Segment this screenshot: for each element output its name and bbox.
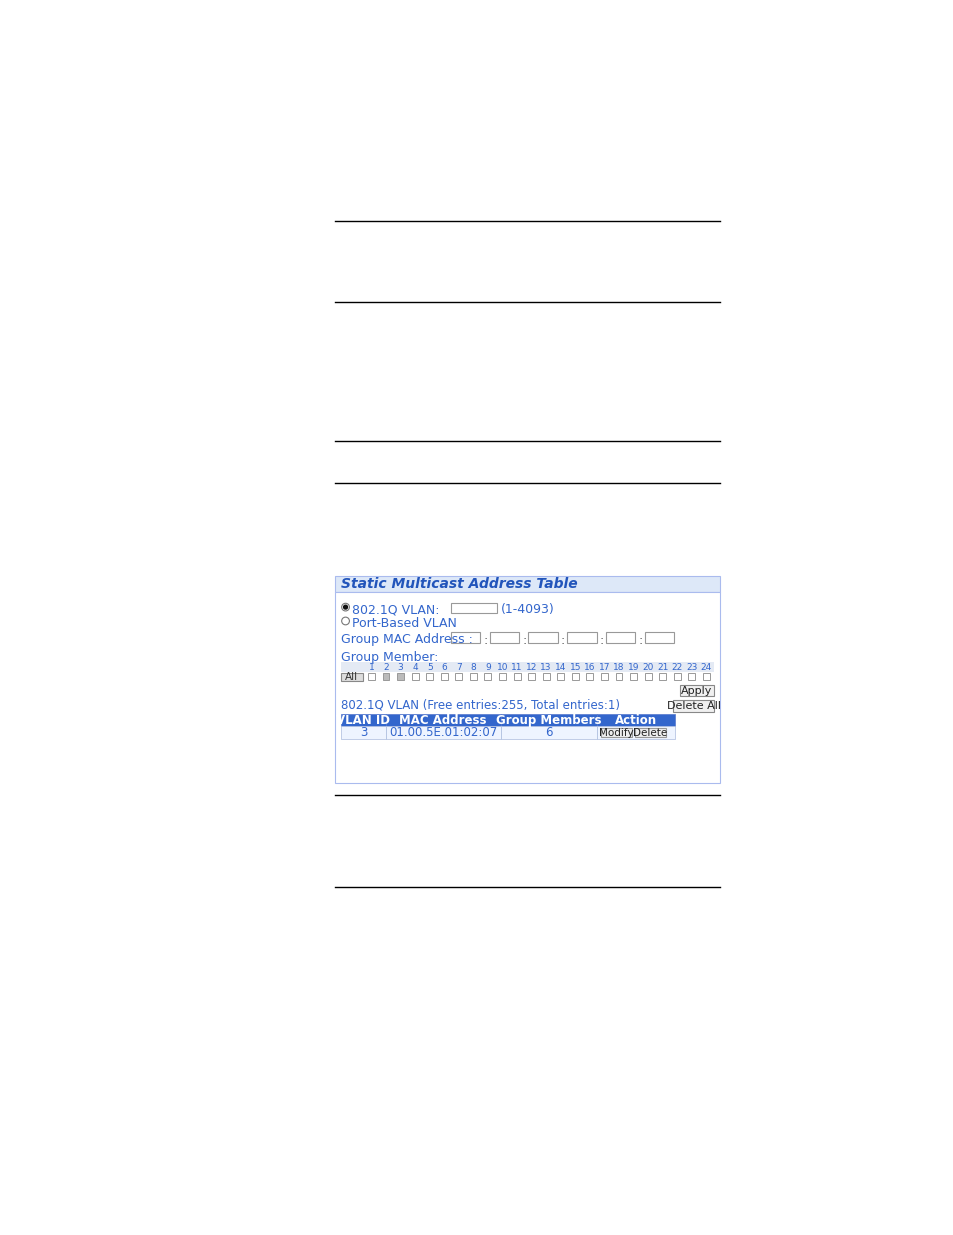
Bar — [557, 673, 563, 680]
Text: 21: 21 — [657, 663, 668, 672]
Bar — [340, 662, 713, 672]
Bar — [673, 700, 713, 711]
Text: 22: 22 — [671, 663, 682, 672]
Bar — [498, 673, 505, 680]
Bar — [340, 714, 385, 726]
Bar — [571, 673, 578, 680]
Bar — [411, 673, 418, 680]
Bar — [629, 673, 637, 680]
Circle shape — [341, 618, 349, 625]
Text: 4: 4 — [412, 663, 417, 672]
Text: 6: 6 — [545, 726, 552, 739]
Text: Action: Action — [615, 714, 657, 727]
Text: Apply: Apply — [680, 685, 712, 695]
Text: 6: 6 — [441, 663, 447, 672]
Text: 1: 1 — [368, 663, 374, 672]
Bar — [368, 673, 375, 680]
Text: Port-Based VLAN: Port-Based VLAN — [352, 618, 456, 630]
Bar — [605, 632, 635, 642]
Text: 20: 20 — [641, 663, 653, 672]
Bar — [396, 673, 404, 680]
Bar — [335, 576, 720, 593]
Text: 7: 7 — [456, 663, 461, 672]
Text: VLAN ID: VLAN ID — [336, 714, 390, 727]
Bar — [702, 673, 709, 680]
Text: 17: 17 — [598, 663, 610, 672]
Text: :: : — [638, 634, 642, 647]
Bar — [599, 727, 631, 737]
Bar — [615, 673, 622, 680]
Bar — [597, 726, 674, 739]
Bar — [382, 673, 389, 680]
Text: 5: 5 — [426, 663, 432, 672]
Bar — [484, 673, 491, 680]
Bar — [470, 673, 476, 680]
Text: 14: 14 — [555, 663, 566, 672]
Bar — [528, 632, 558, 642]
Text: Static Multicast Address Table: Static Multicast Address Table — [340, 577, 577, 592]
Bar — [385, 726, 500, 739]
Bar — [451, 603, 497, 614]
Bar — [489, 632, 518, 642]
Bar — [528, 673, 535, 680]
Bar — [513, 673, 520, 680]
Bar — [679, 685, 713, 697]
Bar — [340, 726, 385, 739]
Bar — [644, 673, 651, 680]
Text: All: All — [345, 672, 358, 682]
Text: 3: 3 — [359, 726, 367, 739]
Text: 18: 18 — [613, 663, 624, 672]
Text: 01.00.5E.01:02:07: 01.00.5E.01:02:07 — [389, 726, 497, 739]
Bar — [500, 726, 597, 739]
Bar — [500, 714, 597, 726]
Text: Group Member:: Group Member: — [340, 651, 437, 664]
Text: Group MAC Address :: Group MAC Address : — [340, 632, 473, 646]
Bar — [597, 714, 674, 726]
Text: :: : — [560, 634, 565, 647]
Bar — [673, 673, 680, 680]
Bar — [688, 673, 695, 680]
Bar — [426, 673, 433, 680]
Text: (1-4093): (1-4093) — [500, 603, 554, 616]
Text: 12: 12 — [525, 663, 537, 672]
Bar — [567, 632, 596, 642]
Text: 2: 2 — [383, 663, 389, 672]
Text: Group Members: Group Members — [496, 714, 601, 727]
Bar — [340, 673, 362, 680]
Bar — [451, 632, 480, 642]
Circle shape — [343, 605, 347, 609]
Bar — [644, 632, 674, 642]
Bar — [440, 673, 447, 680]
Text: 802.1Q VLAN:: 802.1Q VLAN: — [352, 603, 438, 616]
Text: Delete All: Delete All — [666, 701, 720, 711]
Bar — [586, 673, 593, 680]
Text: 16: 16 — [583, 663, 595, 672]
Bar — [335, 593, 720, 783]
Text: 15: 15 — [569, 663, 580, 672]
Text: 23: 23 — [685, 663, 697, 672]
Text: Modify: Modify — [598, 727, 633, 737]
Text: 802.1Q VLAN (Free entries:255, Total entries:1): 802.1Q VLAN (Free entries:255, Total ent… — [340, 699, 619, 711]
Text: 11: 11 — [511, 663, 522, 672]
Bar — [659, 673, 665, 680]
Bar — [600, 673, 607, 680]
Text: :: : — [483, 634, 487, 647]
Text: Delete: Delete — [633, 727, 666, 737]
Text: 8: 8 — [470, 663, 476, 672]
Text: 24: 24 — [700, 663, 711, 672]
Text: :: : — [599, 634, 603, 647]
Bar — [542, 673, 549, 680]
Text: 9: 9 — [484, 663, 490, 672]
Text: :: : — [521, 634, 526, 647]
Bar — [385, 714, 500, 726]
Text: MAC Address: MAC Address — [399, 714, 486, 727]
Text: 13: 13 — [540, 663, 552, 672]
Text: 10: 10 — [497, 663, 508, 672]
Bar — [455, 673, 462, 680]
Circle shape — [341, 603, 349, 611]
Bar — [634, 727, 665, 737]
Text: 19: 19 — [627, 663, 639, 672]
Text: 3: 3 — [397, 663, 403, 672]
